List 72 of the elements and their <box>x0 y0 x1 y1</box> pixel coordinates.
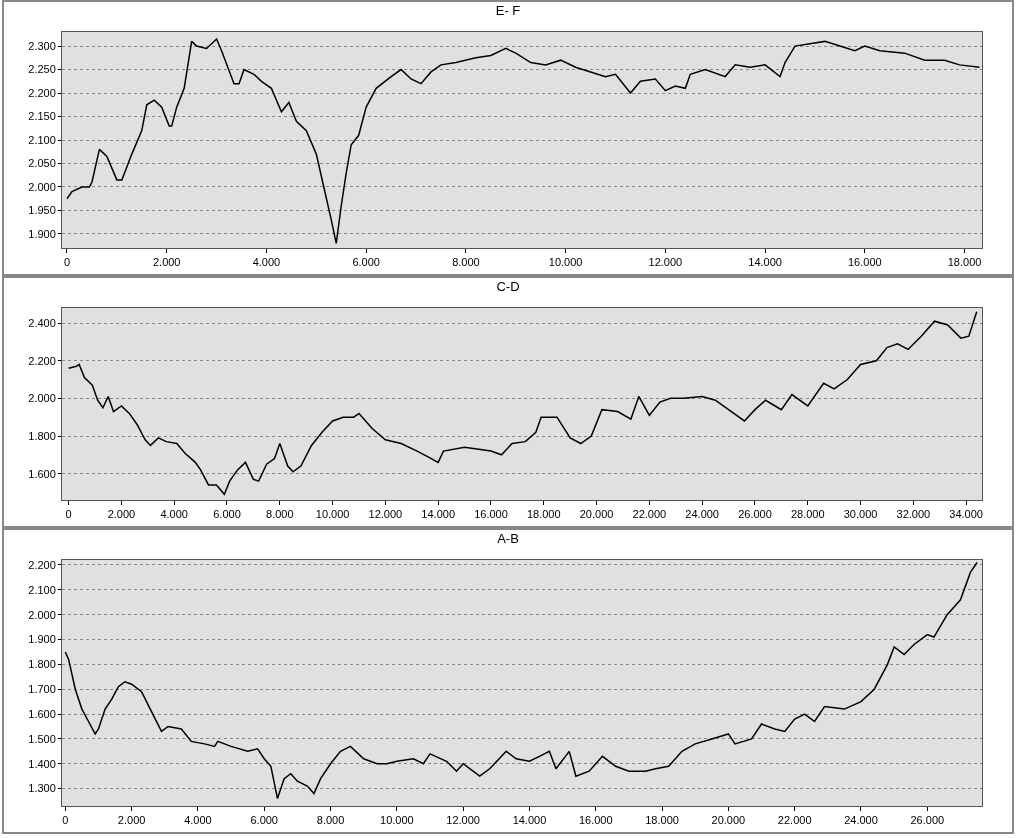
y-tick-label: 1.300 <box>28 782 56 795</box>
y-tick-label: 1.600 <box>28 707 56 720</box>
y-tick-label: 1.800 <box>28 658 56 671</box>
x-tick-label: 4.000 <box>252 256 281 269</box>
y-tick-label: 1.400 <box>28 757 56 770</box>
x-tick-label: 10.000 <box>380 814 414 827</box>
line-series <box>64 561 978 800</box>
x-tick-label: 8.000 <box>316 814 345 827</box>
x-tick-label: 22.000 <box>632 508 667 521</box>
x-tick-label: 12.000 <box>446 814 480 827</box>
chart-title: C-D <box>496 279 520 295</box>
y-tick-label: 1.900 <box>28 633 56 646</box>
chart-title: E- F <box>495 3 521 19</box>
y-tick-label: 1.800 <box>28 429 56 442</box>
y-tick-label: 1.500 <box>28 732 56 745</box>
x-tick-label: 24.000 <box>844 814 878 827</box>
x-tick-label: 6.000 <box>213 508 241 521</box>
x-tick-label: 14.000 <box>748 256 782 269</box>
x-tick-label: 0 <box>65 508 72 521</box>
y-tick-label: 2.250 <box>28 63 56 76</box>
x-tick-label: 16.000 <box>474 508 508 521</box>
x-tick-label: 26.000 <box>910 814 945 827</box>
y-tick-label: 1.950 <box>28 204 56 217</box>
x-tick-label: 2.000 <box>107 508 136 521</box>
x-tick-label: 10.000 <box>548 256 583 269</box>
x-tick-label: 18.000 <box>645 814 679 827</box>
x-tick-label: 22.000 <box>777 814 812 827</box>
y-tick-label: 2.200 <box>28 558 56 571</box>
x-tick-label: 4.000 <box>184 814 212 827</box>
y-tick-label: 1.700 <box>28 683 56 696</box>
x-tick-label: 0 <box>63 256 71 269</box>
y-tick-label: 1.600 <box>28 467 56 480</box>
x-tick-label: 6.000 <box>250 814 278 827</box>
x-tick-label: 8.000 <box>266 508 294 521</box>
x-tick-label: 10.000 <box>315 508 350 521</box>
line-series <box>67 311 978 496</box>
x-tick-label: 6.000 <box>352 256 380 269</box>
line-series <box>66 38 981 245</box>
y-tick-label: 2.100 <box>28 583 56 596</box>
x-tick-label: 18.000 <box>947 256 982 269</box>
x-tick-label: 16.000 <box>578 814 613 827</box>
x-tick-label: 28.000 <box>790 508 825 521</box>
x-tick-label: 14.000 <box>512 814 547 827</box>
y-tick-label: 2.150 <box>28 110 56 123</box>
x-tick-label: 14.000 <box>421 508 456 521</box>
x-tick-label: 8.000 <box>452 256 480 269</box>
x-tick-label: 12.000 <box>368 508 403 521</box>
y-tick-label: 2.300 <box>28 39 56 52</box>
x-tick-label: 2.000 <box>152 256 181 269</box>
y-tick-label: 2.050 <box>28 157 56 170</box>
x-tick-label: 24.000 <box>685 508 719 521</box>
y-tick-label: 2.000 <box>28 180 56 193</box>
y-tick-label: 2.200 <box>28 354 56 367</box>
x-tick-label: 12.000 <box>648 256 683 269</box>
y-tick-label: 2.200 <box>28 86 56 99</box>
x-tick-label: 0 <box>62 814 69 827</box>
x-tick-label: 20.000 <box>711 814 746 827</box>
y-tick-label: 2.100 <box>28 133 56 146</box>
x-tick-label: 18.000 <box>526 508 561 521</box>
y-tick-label: 2.000 <box>28 392 56 405</box>
y-tick-label: 2.000 <box>28 608 56 621</box>
x-tick-label: 20.000 <box>579 508 614 521</box>
x-tick-label: 2.000 <box>117 814 146 827</box>
x-tick-label: 32.000 <box>896 508 931 521</box>
x-tick-label: 16.000 <box>847 256 882 269</box>
x-tick-label: 4.000 <box>160 508 188 521</box>
y-tick-label: 1.900 <box>28 227 56 240</box>
chart-title: A-B <box>497 531 519 547</box>
x-tick-label: 34.000 <box>949 508 983 521</box>
y-tick-label: 2.400 <box>28 316 56 329</box>
x-tick-label: 26.000 <box>738 508 772 521</box>
x-tick-label: 30.000 <box>843 508 878 521</box>
